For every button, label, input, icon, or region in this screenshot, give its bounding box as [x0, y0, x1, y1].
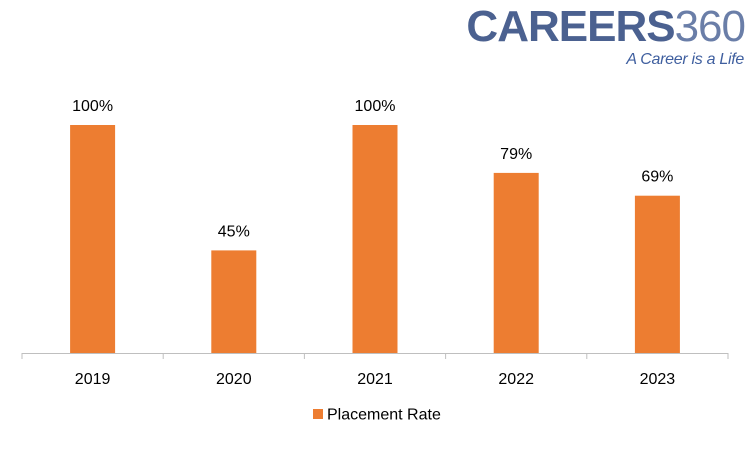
logo-number: 360: [674, 2, 746, 51]
x-tick-label-2022: 2022: [498, 371, 534, 388]
data-label-2020: 45%: [218, 223, 250, 240]
bar-2022: [493, 172, 539, 353]
data-label-2019: 100%: [72, 98, 113, 115]
x-axis: [21, 353, 729, 359]
bar-2019: [70, 125, 116, 353]
legend-swatch: [313, 409, 323, 419]
legend: Placement Rate: [313, 407, 441, 424]
bar-2023: [634, 195, 680, 353]
x-tick-label-2019: 2019: [75, 371, 111, 388]
x-tick-label-2023: 2023: [640, 371, 676, 388]
data-labels-layer: 100% 45% 100% 79% 69%: [72, 98, 673, 240]
bar-2021: [352, 125, 398, 353]
data-label-2023: 69%: [641, 169, 673, 186]
data-label-2022: 79%: [500, 146, 532, 163]
logo-tagline: A Career is a Life: [626, 51, 744, 68]
x-tick-label-2020: 2020: [216, 371, 252, 388]
x-tick-label-2021: 2021: [357, 371, 393, 388]
logo-wordmark: CAREERS360: [466, 2, 746, 52]
legend-label: Placement Rate: [327, 407, 441, 424]
data-label-2021: 100%: [355, 98, 396, 115]
careers360-logo: CAREERS360 A Career is a Life: [466, 2, 748, 74]
logo-word: CAREERS: [466, 2, 675, 51]
x-tick-labels: 2019 2020 2021 2022 2023: [75, 371, 675, 388]
bars-layer: [70, 125, 680, 353]
bar-2020: [211, 250, 257, 353]
